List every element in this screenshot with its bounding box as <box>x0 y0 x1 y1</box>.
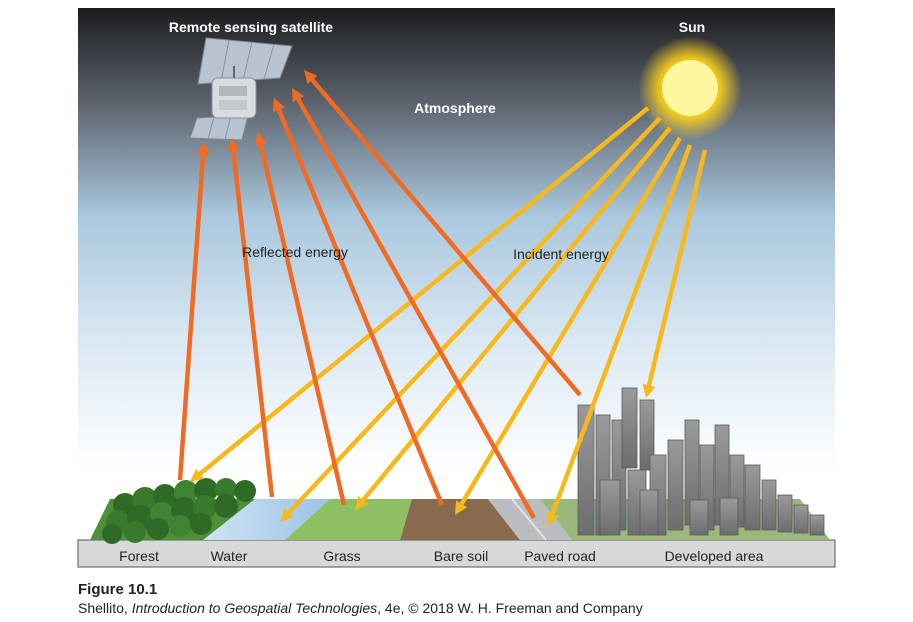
ground-label-developed-area: Developed area <box>665 548 764 564</box>
forest-trees <box>102 478 256 544</box>
grass-area <box>285 499 412 540</box>
reflected-arrow-forest <box>177 142 210 481</box>
energy-arrows <box>177 70 708 526</box>
atmosphere-label: Atmosphere <box>414 100 496 116</box>
reflected-arrow-developed <box>304 70 582 397</box>
water-area <box>203 499 330 540</box>
figure-credit: Shellito, Introduction to Geospatial Tec… <box>78 600 643 616</box>
incident-arrow-water <box>280 116 662 522</box>
incident-energy-label: Incident energy <box>513 246 609 262</box>
ground-label-paved-road: Paved road <box>524 548 596 564</box>
satellite-label: Remote sensing satellite <box>169 19 333 35</box>
ground-base <box>77 539 836 568</box>
reflected-arrow-grass <box>254 132 347 506</box>
ground-label-forest: Forest <box>119 548 159 564</box>
city-buildings <box>577 387 825 536</box>
incident-arrow-forest <box>190 106 650 482</box>
figure-number: Figure 10.1 <box>78 581 158 598</box>
satellite-icon <box>189 37 293 141</box>
reflected-arrow-paved-road <box>292 88 536 520</box>
reflected-energy-label: Reflected energy <box>242 244 348 260</box>
credit-book-title: Introduction to Geospatial Technologies <box>131 600 378 616</box>
sun-label: Sun <box>679 19 705 35</box>
sun-icon <box>638 36 742 140</box>
incident-arrow-bare-soil <box>455 136 682 515</box>
credit-author: Shellito, <box>78 600 132 616</box>
ground-label-water: Water <box>211 548 248 564</box>
reflected-arrow-bare-soil <box>272 98 445 506</box>
credit-rest: , 4e, © 2018 W. H. Freeman and Company <box>377 600 643 616</box>
bare-soil-area <box>400 499 520 540</box>
ground-label-bare-soil: Bare soil <box>434 548 488 564</box>
incident-arrow-developed <box>642 149 708 398</box>
ground-label-grass: Grass <box>323 548 360 564</box>
reflected-arrow-water <box>226 138 275 498</box>
incident-arrow-paved-road <box>546 144 693 526</box>
